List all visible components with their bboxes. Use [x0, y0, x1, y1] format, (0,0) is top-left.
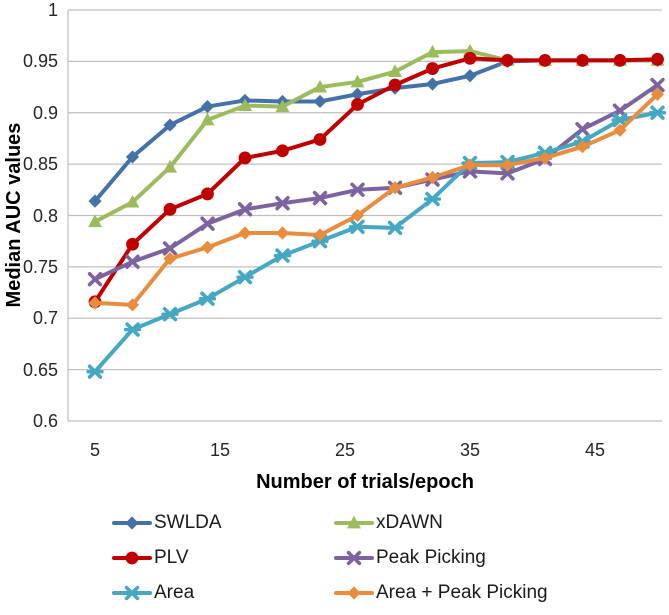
legend-label: xDAWN — [376, 512, 443, 533]
legend-label: SWLDA — [154, 512, 222, 533]
plv-line-marker-icon — [112, 551, 152, 565]
chart-legend: SWLDA xDAWN PLV Peak Picking Area Area +… — [112, 512, 548, 604]
legend-item-plv: PLV — [112, 547, 334, 569]
y-tick-label: 0.9 — [32, 102, 58, 123]
y-axis-title: Median AUC values — [3, 122, 25, 308]
y-tick-label: 0.95 — [22, 51, 58, 72]
x-tick-label: 5 — [89, 440, 100, 460]
xdawn-line-marker-icon — [334, 515, 374, 529]
legend-label: Area — [154, 582, 195, 603]
legend-label: PLV — [154, 547, 189, 568]
y-tick-label: 0.7 — [32, 308, 58, 329]
area-line-marker-icon — [112, 585, 152, 601]
y-tick-label: 0.85 — [22, 154, 58, 175]
legend-label: Peak Picking — [376, 547, 486, 568]
y-tick-label: 1 — [47, 0, 58, 20]
x-tick-label: 15 — [209, 440, 231, 460]
swlda-line-marker-icon — [112, 516, 152, 530]
legend-item-peak-picking: Peak Picking — [334, 547, 548, 569]
legend-item-xdawn: xDAWN — [334, 512, 548, 534]
legend-item-area-peak-picking: Area + Peak Picking — [334, 582, 548, 604]
x-axis-title: Number of trials/epoch — [256, 471, 474, 493]
y-tick-label: 0.75 — [22, 256, 58, 277]
legend-item-area: Area — [112, 582, 334, 604]
x-tick-label: 25 — [334, 440, 356, 460]
legend-label: Area + Peak Picking — [376, 582, 548, 603]
x-tick-label: 35 — [459, 440, 481, 460]
y-tick-label: 0.8 — [32, 205, 58, 226]
legend-item-swlda: SWLDA — [112, 512, 334, 534]
area-peak-picking-line-marker-icon — [334, 586, 374, 600]
y-tick-label: 0.65 — [22, 359, 58, 380]
x-tick-label: 45 — [584, 440, 606, 460]
peak-picking-line-marker-icon — [334, 550, 374, 566]
y-tick-label: 0.6 — [32, 411, 58, 431]
